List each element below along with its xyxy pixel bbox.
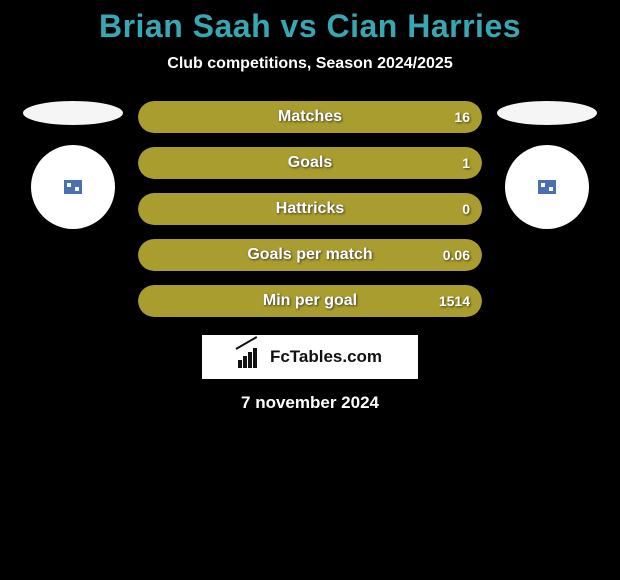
comparison-row: Matches 16 Goals 1 Hattricks 0 Goals per… [0,101,620,317]
footer-logo-text: FcTables.com [270,347,382,367]
footer-date: 7 november 2024 [0,393,620,413]
bar-hattricks: Hattricks 0 [138,193,482,225]
footer-logo-chart-icon [238,346,264,368]
bar-goals: Goals 1 [138,147,482,179]
page-title: Brian Saah vs Cian Harries [0,8,620,45]
bar-label: Hattricks [276,200,344,218]
bar-label: Goals per match [247,246,372,264]
crest-right-glyph-icon [538,180,556,194]
player-left-col [18,101,128,229]
bar-goals-per-match: Goals per match 0.06 [138,239,482,271]
bar-label: Goals [288,154,332,172]
footer-logo: FcTables.com [202,335,418,379]
player-right-col [492,101,602,229]
bar-matches: Matches 16 [138,101,482,133]
bar-min-per-goal: Min per goal 1514 [138,285,482,317]
page-subtitle: Club competitions, Season 2024/2025 [0,55,620,73]
bar-right-value: 0.06 [443,247,470,263]
crest-left-icon [31,145,115,229]
comparison-bars: Matches 16 Goals 1 Hattricks 0 Goals per… [138,101,482,317]
crest-left-glyph-icon [64,180,82,194]
bar-label: Matches [278,108,342,126]
bar-right-value: 0 [462,201,470,217]
flag-right-icon [497,101,597,125]
comparison-card: Brian Saah vs Cian Harries Club competit… [0,0,620,413]
bar-right-value: 1 [462,155,470,171]
bar-right-value: 16 [454,109,470,125]
flag-left-icon [23,101,123,125]
crest-right-icon [505,145,589,229]
bar-label: Min per goal [263,292,357,310]
bar-right-value: 1514 [439,293,470,309]
